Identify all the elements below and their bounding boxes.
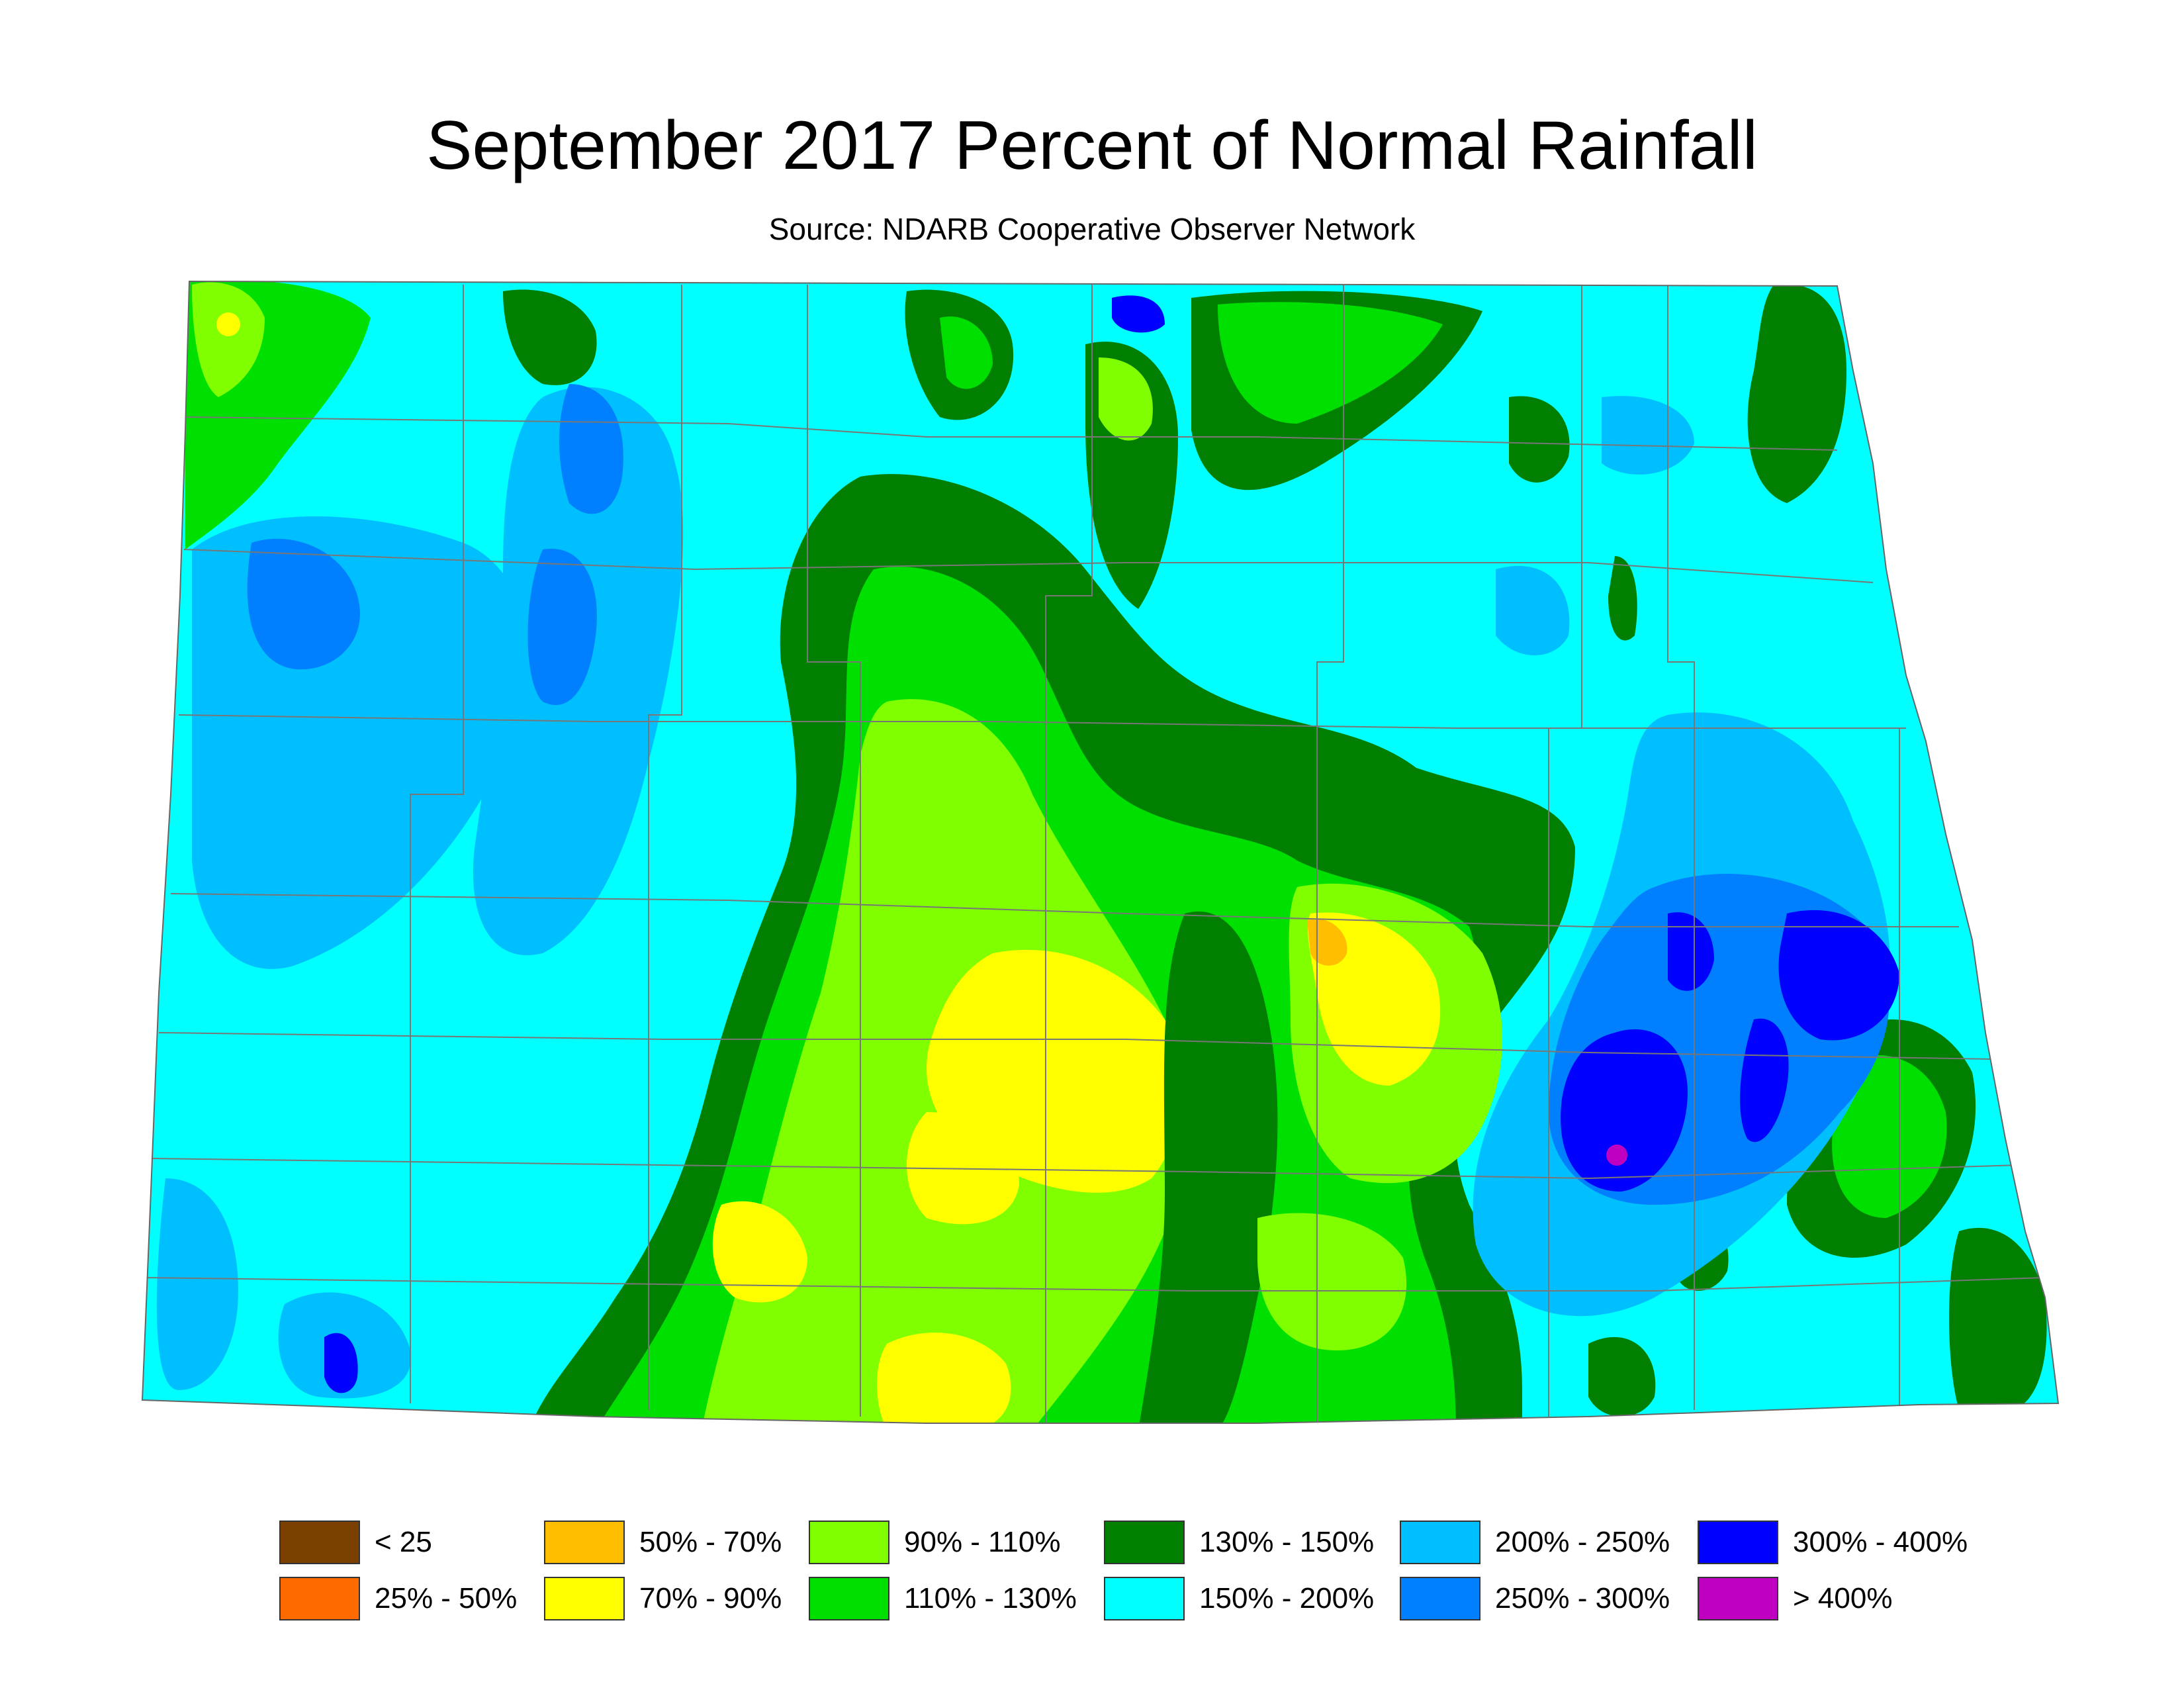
zone-70-90-nw-dot — [216, 312, 240, 336]
legend-item: 150% - 200% — [1104, 1575, 1374, 1622]
zone-300-400-east-d — [1740, 1018, 1789, 1143]
legend-label: 25% - 50% — [375, 1582, 518, 1615]
legend-item: 110% - 130% — [809, 1575, 1077, 1622]
legend-label: 150% - 200% — [1199, 1582, 1375, 1615]
zone-130-150-ne-sliver — [1608, 556, 1637, 641]
legend-label: > 400% — [1793, 1582, 1893, 1615]
zone-300-400-east-b — [1668, 912, 1714, 991]
zone-300-400-sw — [324, 1333, 358, 1393]
zone-300-400-east-a — [1561, 1029, 1688, 1192]
legend-item: 200% - 250% — [1400, 1519, 1670, 1566]
map-title: September 2017 Percent of Normal Rainfal… — [426, 107, 1758, 184]
zone-130-150-se-edge — [1949, 1227, 2047, 1410]
legend-swatch — [1698, 1521, 1778, 1564]
legend-item: < 25 — [279, 1519, 432, 1566]
zone-110-130-north-b — [940, 316, 993, 389]
legend-swatch — [279, 1521, 360, 1564]
zone-200-250-ne-a — [1602, 396, 1694, 475]
county-lines — [144, 285, 2046, 1423]
legend-label: 50% - 70% — [639, 1526, 782, 1558]
legend-label: 130% - 150% — [1199, 1526, 1375, 1558]
legend-swatch — [1104, 1521, 1185, 1564]
legend-label: 250% - 300% — [1495, 1582, 1670, 1615]
legend-item: > 400% — [1698, 1575, 1892, 1622]
zone-130-150-se-a — [1588, 1336, 1656, 1417]
zone-70-90-south-b — [877, 1333, 1011, 1423]
legend-label: 90% - 110% — [904, 1526, 1061, 1558]
zone-70-90-central-b — [907, 1112, 1019, 1225]
legend-swatch — [544, 1521, 625, 1564]
zone-250-300-west — [247, 538, 360, 670]
legend-item: 90% - 110% — [809, 1519, 1060, 1566]
legend-swatch — [279, 1577, 360, 1620]
zone-300-400-north — [1112, 295, 1165, 333]
zone-250-300-nw-top — [559, 384, 623, 514]
legend-label: 110% - 130% — [904, 1582, 1077, 1615]
state-outline — [141, 280, 2060, 1424]
legend-label: < 25 — [375, 1526, 432, 1558]
legend-item: 50% - 70% — [544, 1519, 782, 1566]
zone-110-130-east — [1832, 1055, 1947, 1218]
legend-swatch — [1400, 1521, 1480, 1564]
zone-70-90-south-a — [712, 1201, 807, 1303]
legend-item: 300% - 400% — [1698, 1519, 1968, 1566]
rainfall-shading — [142, 281, 2058, 1423]
legend-swatch — [809, 1577, 889, 1620]
zone-90-110-north-c — [1099, 357, 1153, 441]
legend-item: 25% - 50% — [279, 1575, 517, 1622]
zone-300-400-east-c — [1778, 910, 1899, 1041]
zone-over-400 — [1606, 1145, 1627, 1166]
legend-item: 250% - 300% — [1400, 1575, 1670, 1622]
legend-swatch — [1400, 1577, 1480, 1620]
zone-130-150-ne-spot — [1509, 396, 1570, 483]
zone-200-250-southwest — [156, 1178, 238, 1390]
zone-110-130-north-d — [1218, 302, 1443, 424]
legend-swatch — [1698, 1577, 1778, 1620]
map-subtitle: Source: NDARB Cooperative Observer Netwo… — [768, 212, 1416, 246]
zone-200-250-ne-b — [1496, 565, 1570, 655]
legend-label: 200% - 250% — [1495, 1526, 1670, 1558]
zone-90-110-nw-corner — [192, 282, 265, 397]
legend-swatch — [809, 1521, 889, 1564]
zone-250-300-nw-mid — [527, 548, 597, 706]
legend-label: 300% - 400% — [1793, 1526, 1968, 1558]
zone-130-150-north-a — [503, 289, 597, 385]
zone-90-110-south-east — [1257, 1213, 1407, 1350]
legend-swatch — [544, 1577, 625, 1620]
legend-item: 70% - 90% — [544, 1575, 782, 1622]
legend-swatch — [1104, 1577, 1185, 1620]
legend-label: 70% - 90% — [639, 1582, 782, 1615]
legend-item: 130% - 150% — [1104, 1519, 1374, 1566]
